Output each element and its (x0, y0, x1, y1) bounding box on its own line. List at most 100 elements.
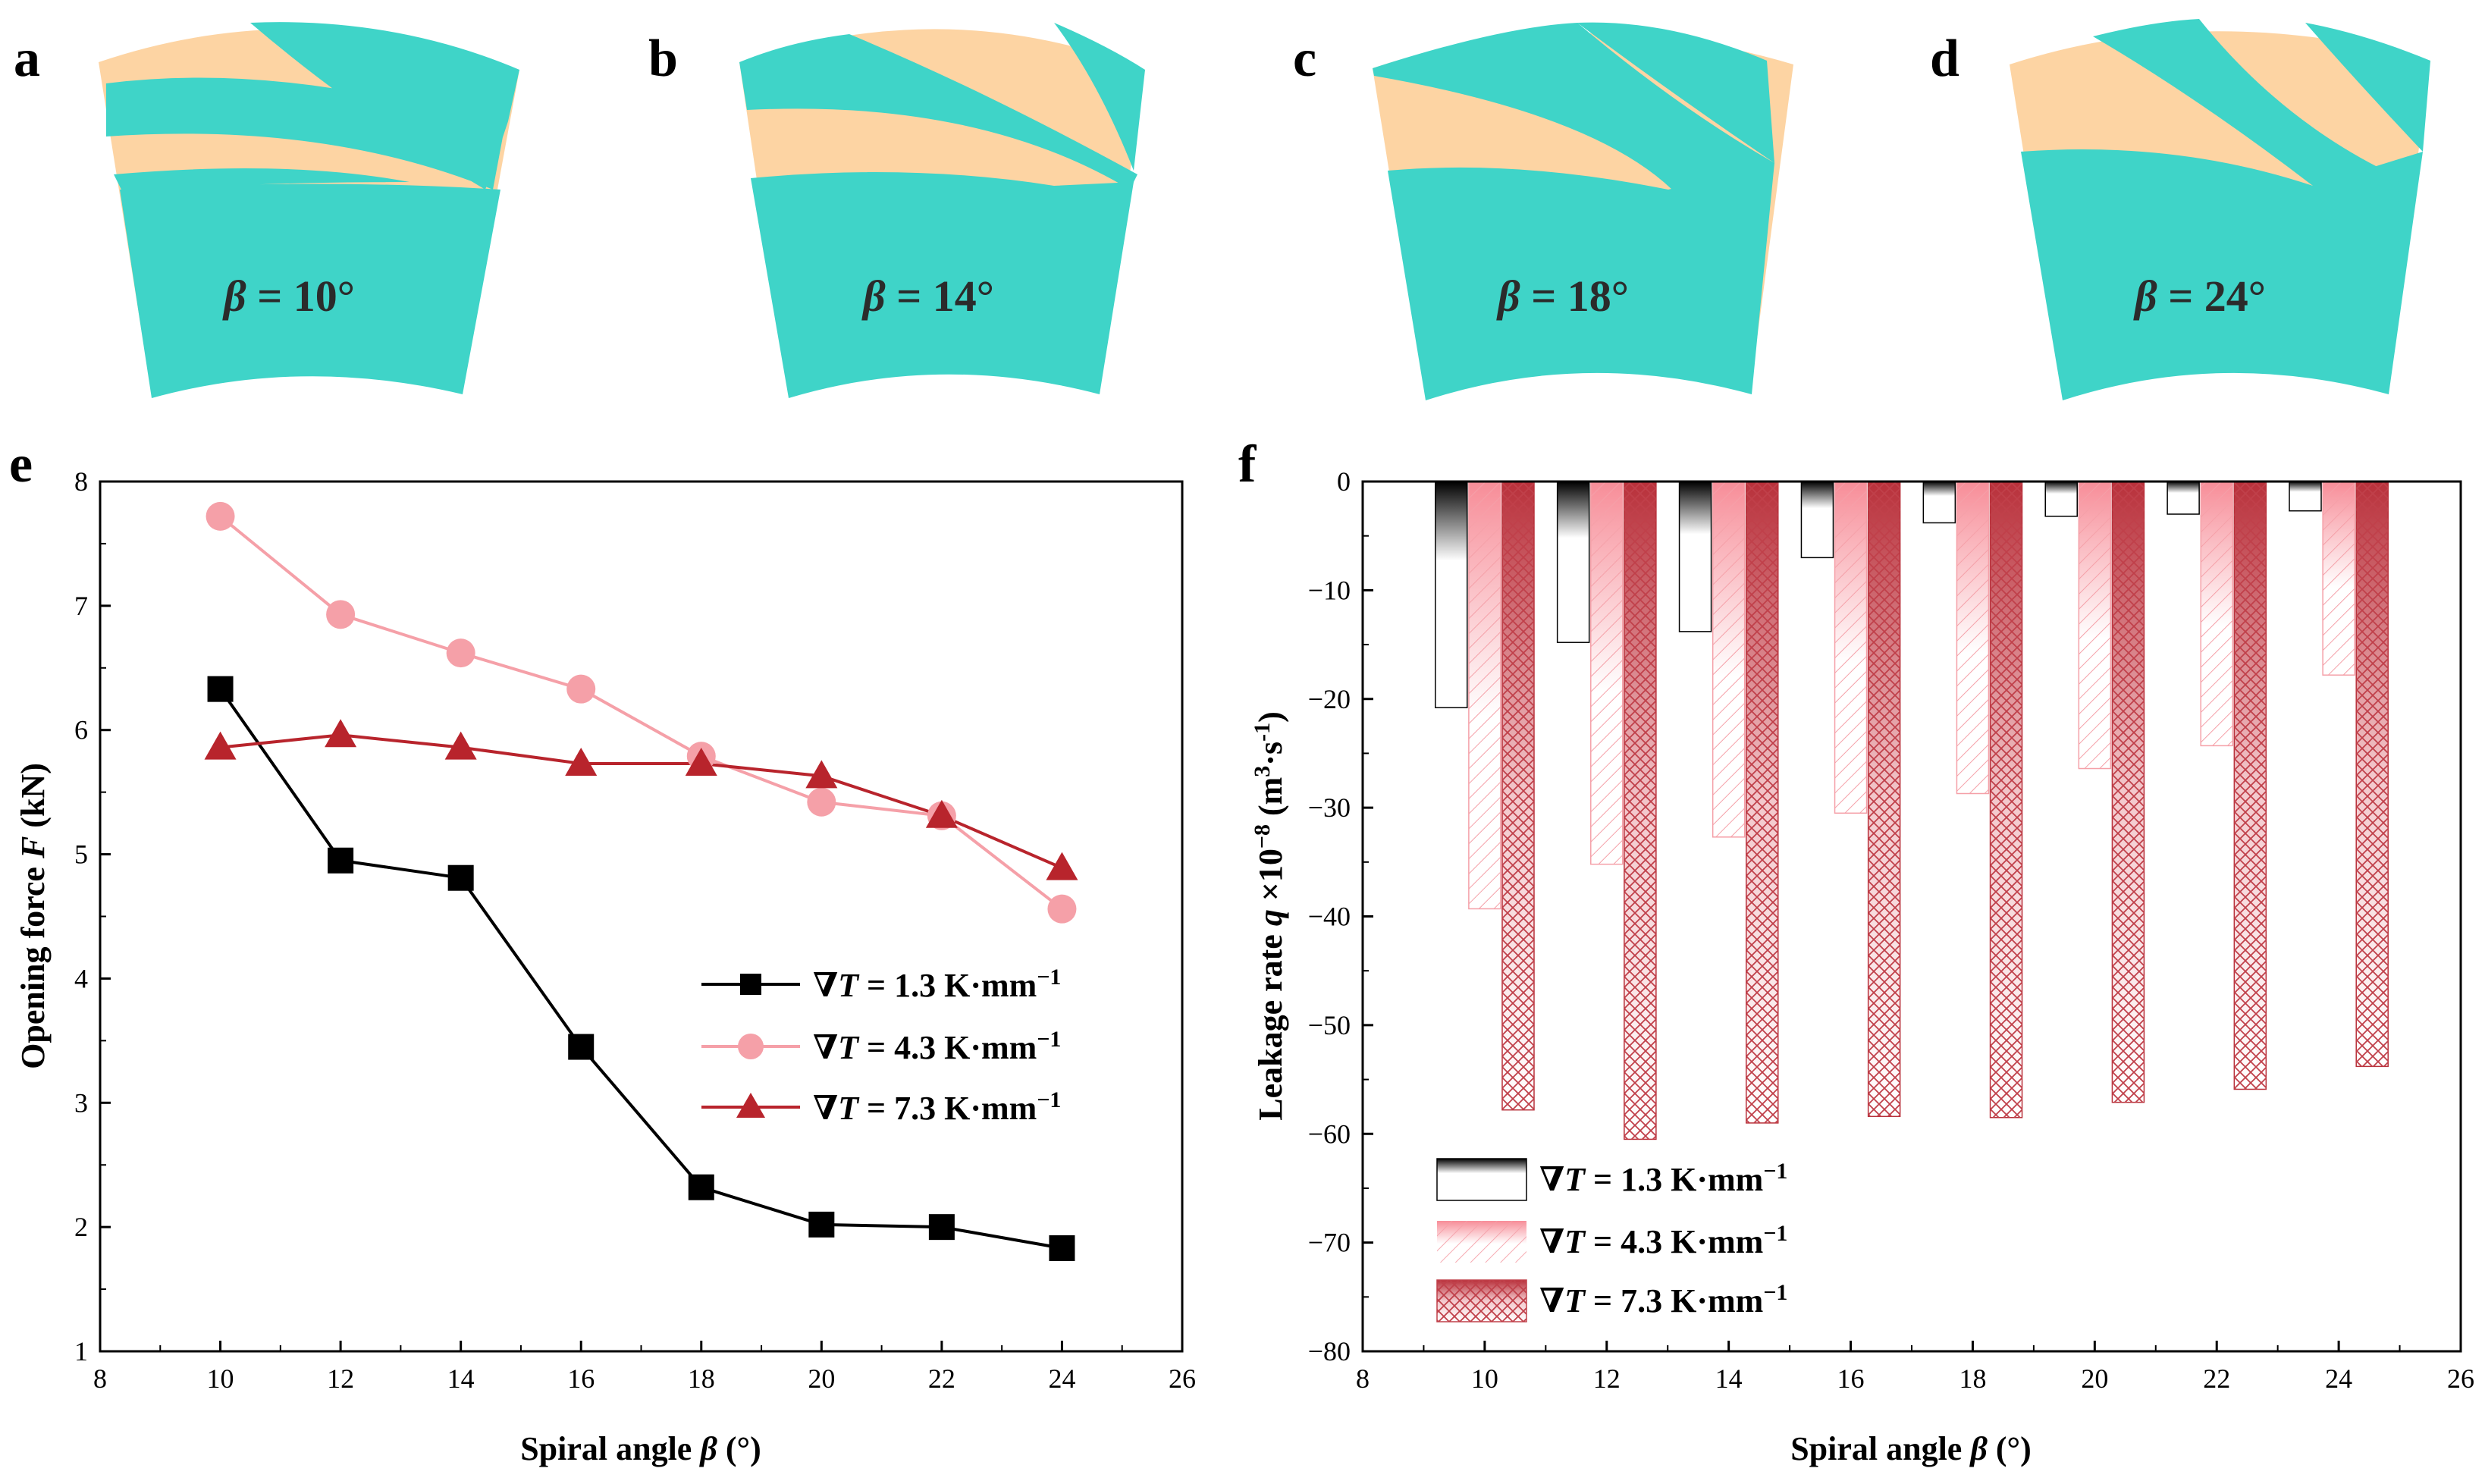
e-point-circle (446, 638, 475, 668)
panel-letter-b: b (648, 30, 678, 88)
f-x-tick-label: 24 (2325, 1363, 2352, 1394)
e-x-tick-label: 8 (93, 1363, 107, 1394)
e-point-square (928, 1214, 955, 1241)
svg-text:∇T = 1.3 K·mm−1: ∇T = 1.3 K·mm−1 (813, 965, 1061, 1004)
svg-text:β = 10°: β = 10° (222, 271, 355, 321)
svg-text:β = 24°: β = 24° (2133, 271, 2266, 321)
f-bar-series-1 (1922, 481, 1956, 524)
f-bar-hatch-3 (1990, 482, 2022, 1118)
e-point-triangle (565, 747, 598, 776)
e-point-circle (1047, 894, 1077, 924)
beta-symbol-d: β (2133, 271, 2157, 321)
f-bar-series-1 (2167, 481, 2200, 515)
e-point-triangle (805, 760, 838, 789)
e-series-markers (204, 501, 1078, 1261)
e-y-axis-title: Opening force F (kN) (14, 763, 52, 1069)
f-x-tick-label: 16 (1837, 1363, 1865, 1394)
f-bar-hatch-3 (1868, 482, 1900, 1117)
panel-d: d β = 24° (1930, 19, 2430, 400)
e-point-square (1049, 1235, 1075, 1261)
f-x-tick-label: 8 (1356, 1363, 1370, 1394)
f-bar-hatch-3 (1746, 482, 1778, 1123)
beta-value-c: = 18° (1520, 271, 1629, 321)
f-bar-hatch-2 (2323, 482, 2355, 676)
e-legend-item-3: ∇T = 7.3 K·mm−1 (701, 1087, 1061, 1127)
f-bar-hatch-3 (2234, 482, 2267, 1090)
e-point-square (207, 676, 234, 702)
f-x-tick-label: 10 (1471, 1363, 1498, 1394)
e-y-tick-label: 2 (74, 1212, 88, 1242)
f-bar-hatch-2 (2079, 482, 2111, 769)
f-bar-hatch-2 (1956, 482, 1989, 794)
f-bar-series-1 (1678, 481, 1712, 632)
f-y-axis-title: Leakage rate q ×10−8 (m3·s-1) (1250, 711, 1289, 1121)
f-y-tick-label: 0 (1337, 466, 1351, 497)
e-x-tick-label: 26 (1169, 1363, 1196, 1394)
f-legend-item-2: ∇T = 4.3 K·mm−1 (1437, 1221, 1787, 1263)
f-x-tick-label: 18 (1959, 1363, 1986, 1394)
svg-text:∇T = 4.3 K·mm−1: ∇T = 4.3 K·mm−1 (1539, 1221, 1787, 1260)
e-series-line-2 (219, 515, 1063, 911)
e-x-tick-label: 14 (447, 1363, 475, 1394)
e-series-line-3 (220, 733, 1063, 870)
f-legend: ∇T = 1.3 K·mm−1 ∇T = 4.3 K·mm−1 ∇T = 7.3… (1436, 1158, 1787, 1322)
f-bar-hatch-2 (1834, 482, 1867, 814)
f-bar-hatch-3 (1501, 482, 1534, 1110)
f-bar-series-1 (1800, 481, 1834, 559)
e-y-tick-label: 6 (74, 715, 88, 745)
sector-teal-b (739, 23, 1145, 398)
beta-value-b: = 14° (886, 271, 994, 321)
f-y-tick-label: −10 (1308, 575, 1351, 605)
e-point-square (568, 1034, 595, 1060)
beta-symbol-c: β (1496, 271, 1520, 321)
e-y-tick-label: 7 (74, 591, 88, 621)
e-point-triangle (204, 731, 237, 760)
e-point-triangle (444, 731, 477, 760)
f-y-tick-label: −40 (1308, 902, 1351, 932)
e-y-tick-label: 5 (74, 839, 88, 870)
legend-circle-marker (738, 1034, 764, 1059)
panel-letter-f: f (1238, 435, 1257, 494)
f-bar-series-1 (2289, 481, 2322, 512)
svg-text:∇T = 7.3 K·mm−1: ∇T = 7.3 K·mm−1 (813, 1087, 1061, 1127)
f-y-tick-label: −70 (1308, 1228, 1351, 1258)
e-x-tick-label: 12 (327, 1363, 354, 1394)
e-point-circle (206, 501, 235, 531)
panel-b: b β = 14° (648, 23, 1145, 398)
e-x-tick-label: 22 (928, 1363, 955, 1394)
svg-text:∇T = 1.3 K·mm−1: ∇T = 1.3 K·mm−1 (1539, 1159, 1787, 1198)
f-bar-series-1 (2044, 481, 2078, 517)
legend-swatch-pink-hatch (1437, 1221, 1526, 1263)
e-legend-item-1: ∇T = 1.3 K·mm−1 (701, 965, 1061, 1004)
panel-letter-e: e (9, 435, 33, 494)
f-bar-hatch-2 (1468, 482, 1501, 909)
f-bar-hatch-3 (1624, 482, 1656, 1140)
e-point-square (688, 1174, 714, 1200)
legend-triangle-marker (736, 1093, 765, 1118)
f-y-tick-label: −20 (1308, 684, 1351, 714)
e-point-triangle (685, 747, 717, 776)
e-x-tick-label: 24 (1048, 1363, 1075, 1394)
e-legend-item-2: ∇T = 4.3 K·mm−1 (701, 1027, 1061, 1066)
f-x-tick-label: 14 (1715, 1363, 1743, 1394)
f-bar-series-1 (1556, 481, 1590, 643)
legend-square-marker (740, 974, 761, 995)
panel-letter-a: a (14, 30, 40, 88)
plot-frame-e (99, 480, 1184, 1353)
f-y-tick-label: −80 (1308, 1336, 1351, 1366)
e-series-line-1 (218, 688, 1062, 1250)
f-legend-item-3: ∇T = 7.3 K·mm−1 (1436, 1279, 1787, 1322)
panel-letter-c: c (1293, 30, 1316, 88)
sector-teal-d (2021, 19, 2430, 400)
beta-symbol-b: β (861, 271, 886, 321)
beta-value-a: = 10° (246, 271, 355, 321)
e-point-circle (566, 674, 596, 704)
e-x-axis-title: Spiral angle β (°) (520, 1430, 761, 1467)
f-bar-hatch-2 (1590, 482, 1623, 864)
f-bar-hatch-2 (1712, 482, 1745, 837)
sector-teal-c (1373, 22, 1774, 400)
f-bars (1435, 481, 2389, 1140)
f-y-tick-label: −30 (1308, 792, 1351, 823)
f-bar-hatch-3 (2356, 482, 2389, 1067)
